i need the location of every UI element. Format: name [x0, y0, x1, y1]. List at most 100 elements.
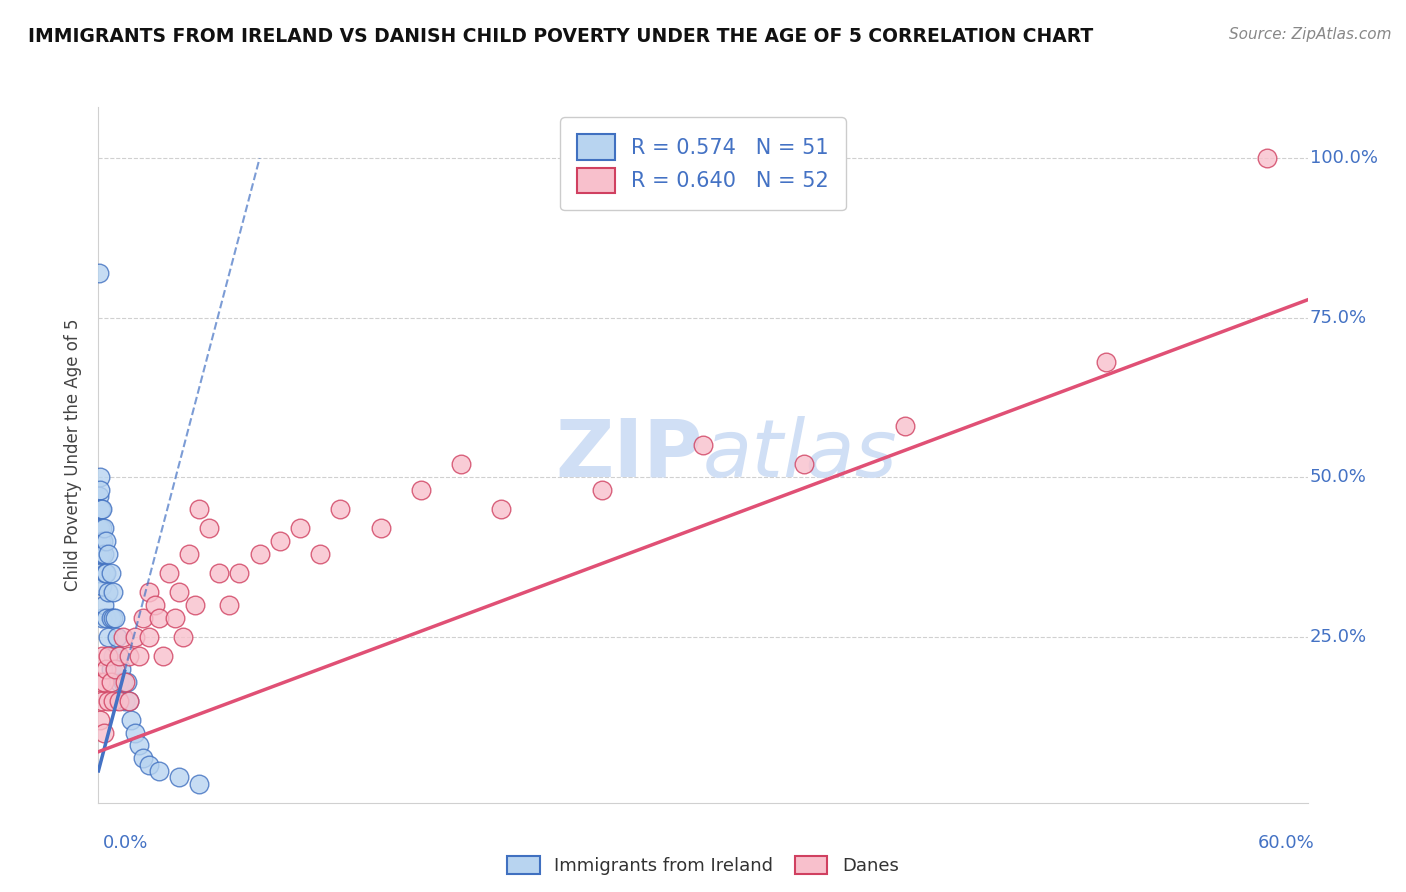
Point — [591, 483, 613, 497]
Point — [309, 547, 332, 561]
Point — [167, 585, 190, 599]
Point — [157, 566, 180, 580]
Point — [1256, 151, 1278, 165]
Point — [111, 674, 134, 689]
Point — [100, 566, 122, 580]
Point — [103, 662, 125, 676]
Point — [96, 534, 118, 549]
Point — [89, 521, 111, 535]
Point — [91, 521, 114, 535]
Point — [370, 521, 392, 535]
Point — [218, 598, 240, 612]
Point — [89, 470, 111, 484]
Point — [91, 610, 114, 624]
Point — [97, 585, 120, 599]
Point — [91, 648, 114, 663]
Point — [138, 630, 160, 644]
Point — [148, 764, 170, 778]
Point — [184, 598, 207, 612]
Point — [114, 674, 136, 689]
Point — [188, 502, 211, 516]
Point — [148, 610, 170, 624]
Point — [93, 534, 115, 549]
Point — [163, 610, 186, 624]
Point — [128, 739, 150, 753]
Point — [450, 458, 472, 472]
Point — [172, 630, 194, 644]
Point — [103, 610, 125, 624]
Point — [124, 630, 146, 644]
Point — [89, 566, 111, 580]
Point — [101, 694, 124, 708]
Point — [107, 648, 129, 663]
Point — [93, 521, 115, 535]
Point — [100, 674, 122, 689]
Text: Source: ZipAtlas.com: Source: ZipAtlas.com — [1229, 27, 1392, 42]
Point — [90, 534, 112, 549]
Point — [101, 648, 124, 663]
Point — [177, 547, 201, 561]
Point — [132, 751, 155, 765]
Legend: Immigrants from Ireland, Danes: Immigrants from Ireland, Danes — [498, 847, 908, 884]
Point — [120, 713, 142, 727]
Point — [208, 566, 231, 580]
Point — [111, 630, 134, 644]
Point — [793, 458, 815, 472]
Point — [188, 777, 211, 791]
Point — [89, 502, 111, 516]
Point — [114, 694, 136, 708]
Point — [101, 610, 124, 624]
Text: atlas: atlas — [703, 416, 898, 494]
Point — [93, 547, 115, 561]
Point — [152, 648, 174, 663]
Point — [97, 694, 120, 708]
Text: ZIP: ZIP — [555, 416, 703, 494]
Point — [103, 662, 125, 676]
Point — [96, 662, 118, 676]
Point — [124, 725, 146, 739]
Point — [198, 521, 221, 535]
Point — [167, 770, 190, 784]
Point — [94, 566, 117, 580]
Point — [228, 566, 250, 580]
Point — [91, 579, 114, 593]
Text: 75.0%: 75.0% — [1310, 309, 1367, 326]
Point — [115, 674, 138, 689]
Point — [491, 502, 513, 516]
Point — [138, 585, 160, 599]
Point — [97, 547, 120, 561]
Point — [89, 490, 111, 504]
Text: IMMIGRANTS FROM IRELAND VS DANISH CHILD POVERTY UNDER THE AGE OF 5 CORRELATION C: IMMIGRANTS FROM IRELAND VS DANISH CHILD … — [28, 27, 1094, 45]
Point — [93, 598, 115, 612]
Text: 50.0%: 50.0% — [1310, 468, 1367, 486]
Text: 100.0%: 100.0% — [1310, 149, 1378, 167]
Text: 60.0%: 60.0% — [1258, 834, 1315, 852]
Point — [893, 419, 915, 434]
Point — [329, 502, 352, 516]
Point — [128, 648, 150, 663]
Point — [249, 547, 271, 561]
Point — [105, 630, 128, 644]
Point — [96, 610, 118, 624]
Point — [89, 547, 111, 561]
Point — [138, 757, 160, 772]
Point — [110, 662, 132, 676]
Point — [118, 648, 141, 663]
Point — [97, 630, 120, 644]
Point — [87, 266, 110, 280]
Point — [91, 547, 114, 561]
Point — [89, 521, 111, 535]
Point — [118, 694, 141, 708]
Point — [107, 648, 129, 663]
Point — [101, 585, 124, 599]
Y-axis label: Child Poverty Under the Age of 5: Child Poverty Under the Age of 5 — [65, 318, 83, 591]
Point — [97, 648, 120, 663]
Point — [93, 725, 115, 739]
Point — [93, 674, 115, 689]
Point — [143, 598, 166, 612]
Point — [90, 502, 112, 516]
Point — [132, 610, 155, 624]
Point — [91, 502, 114, 516]
Point — [269, 534, 291, 549]
Text: 25.0%: 25.0% — [1310, 628, 1367, 646]
